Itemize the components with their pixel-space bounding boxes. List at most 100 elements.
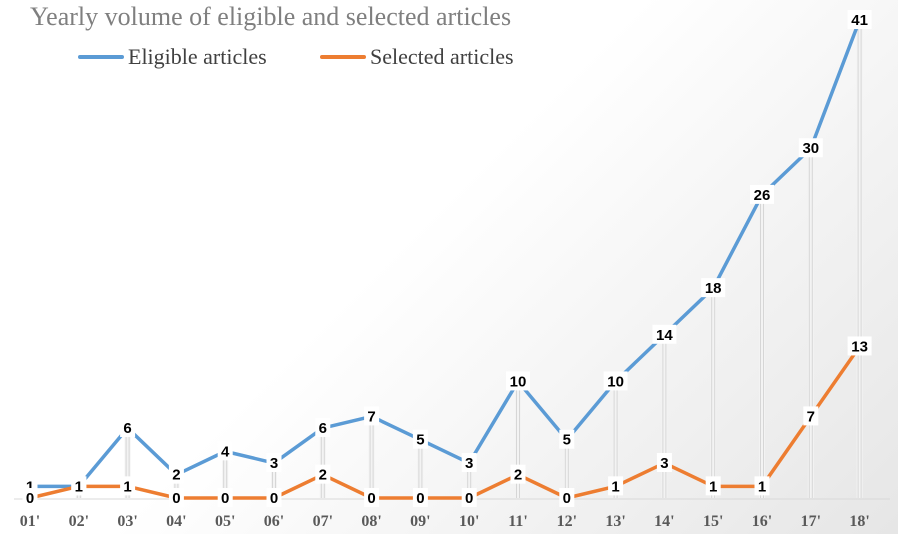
- x-tick-label-10: 11': [508, 513, 528, 530]
- data-label-0-11: 5: [563, 432, 571, 449]
- data-label-bg-1-9: [461, 488, 477, 507]
- x-tick-label-15: 16': [752, 513, 772, 530]
- data-label-bg-1-0: [22, 488, 38, 507]
- x-tick-label-8: 09': [410, 513, 430, 530]
- data-label-0-9: 3: [465, 455, 473, 472]
- data-label-1-7: 0: [367, 490, 375, 507]
- drop-line-bg-12: [612, 381, 619, 498]
- data-label-bg-1-5: [266, 488, 282, 507]
- x-tick-label-17: 18': [849, 513, 869, 530]
- data-label-0-12: 10: [607, 373, 624, 390]
- data-label-1-14: 1: [709, 478, 717, 495]
- data-label-bg-1-15: [754, 476, 770, 496]
- data-label-1-10: 2: [514, 467, 522, 484]
- data-label-bg-0-6: [315, 418, 331, 438]
- data-label-0-10: 10: [510, 373, 527, 390]
- data-label-bg-1-6: [315, 464, 331, 484]
- data-label-0-15: 26: [754, 187, 771, 204]
- drop-line-bg-17: [856, 20, 863, 498]
- data-label-0-8: 5: [416, 432, 424, 449]
- drop-line-bg-11: [563, 439, 570, 498]
- data-label-bg-0-8: [412, 429, 428, 449]
- data-label-bg-0-4: [217, 441, 233, 461]
- legend-swatch-selected: [320, 55, 366, 59]
- data-label-0-4: 4: [221, 443, 230, 460]
- data-label-bg-0-12: [603, 371, 628, 391]
- drop-line-bg-9: [466, 463, 473, 498]
- x-tick-label-9: 10': [459, 513, 479, 530]
- data-label-1-0: 0: [26, 490, 34, 507]
- data-label-1-4: 0: [221, 490, 229, 507]
- drop-line-bg-16: [807, 148, 814, 498]
- data-label-0-16: 30: [802, 140, 819, 157]
- data-label-bg-0-2: [120, 418, 136, 438]
- drop-line-bg-5: [271, 463, 277, 498]
- x-tick-label-4: 05': [215, 513, 235, 530]
- x-tick-label-14: 15': [703, 513, 723, 530]
- x-tick-label-2: 03': [117, 513, 137, 530]
- data-label-bg-1-8: [412, 488, 428, 507]
- legend-label-eligible: Eligible articles: [128, 44, 267, 69]
- data-label-bg-1-13: [656, 453, 672, 473]
- data-label-0-14: 18: [705, 280, 722, 297]
- drop-line-bg-10: [515, 381, 521, 498]
- data-label-0-17: 41: [851, 12, 868, 29]
- data-label-bg-0-10: [506, 371, 530, 391]
- data-label-bg-0-7: [364, 406, 380, 426]
- x-tick-label-1: 02': [69, 513, 89, 530]
- data-label-bg-1-17: [847, 336, 872, 356]
- legend-item-selected: Selected articles: [320, 44, 514, 70]
- legend-swatch-eligible: [78, 55, 124, 59]
- data-label-1-1: 1: [75, 478, 83, 495]
- data-label-bg-1-7: [364, 488, 380, 507]
- drop-line-bg-3: [173, 474, 180, 498]
- data-label-bg-0-9: [461, 453, 477, 473]
- x-tick-label-5: 06': [264, 513, 284, 530]
- chart-title: Yearly volume of eligible and selected a…: [30, 2, 512, 31]
- data-label-bg-0-5: [266, 453, 282, 473]
- drop-line-bg-15: [759, 194, 765, 498]
- series-line-0: [28, 18, 862, 489]
- data-label-bg-1-16: [803, 406, 819, 426]
- data-label-1-8: 0: [416, 490, 424, 507]
- drop-line-bg-6: [319, 428, 326, 498]
- drop-line-bg-7: [368, 416, 375, 498]
- data-label-bg-1-10: [510, 464, 526, 484]
- x-tick-label-3: 04': [166, 513, 186, 530]
- x-tick-label-6: 07': [313, 513, 333, 530]
- legend-item-eligible: Eligible articles: [78, 44, 267, 70]
- data-label-1-16: 7: [807, 408, 815, 425]
- data-label-bg-1-3: [168, 488, 184, 507]
- data-label-bg-1-14: [705, 476, 721, 496]
- data-label-1-5: 0: [270, 490, 278, 507]
- data-label-bg-0-17: [847, 10, 872, 29]
- drop-line-bg-13: [661, 334, 668, 498]
- data-label-1-9: 0: [465, 490, 473, 507]
- data-label-1-2: 1: [123, 478, 131, 495]
- drop-line-bg-8: [417, 439, 424, 498]
- data-label-bg-0-15: [750, 184, 774, 204]
- data-label-0-13: 14: [656, 327, 673, 344]
- data-label-bg-0-14: [701, 278, 726, 298]
- data-label-0-3: 2: [172, 467, 180, 484]
- x-tick-label-16: 17': [801, 513, 821, 530]
- data-label-1-6: 2: [319, 467, 327, 484]
- x-tick-label-13: 14': [654, 513, 674, 530]
- data-label-bg-1-1: [71, 476, 87, 496]
- data-label-1-3: 0: [172, 490, 180, 507]
- data-label-bg-0-16: [798, 138, 823, 158]
- data-label-bg-1-11: [559, 488, 575, 507]
- data-label-0-5: 3: [270, 455, 278, 472]
- data-label-bg-0-3: [168, 464, 184, 484]
- data-label-1-15: 1: [758, 478, 766, 495]
- legend-label-selected: Selected articles: [370, 44, 514, 69]
- drop-line-bg-2: [124, 428, 131, 498]
- drop-line-bg-14: [710, 288, 717, 498]
- data-label-1-13: 3: [660, 455, 668, 472]
- data-label-0-7: 7: [367, 408, 375, 425]
- data-label-bg-1-4: [217, 488, 233, 507]
- data-label-0-6: 6: [319, 420, 327, 437]
- x-tick-label-0: 01': [20, 513, 40, 530]
